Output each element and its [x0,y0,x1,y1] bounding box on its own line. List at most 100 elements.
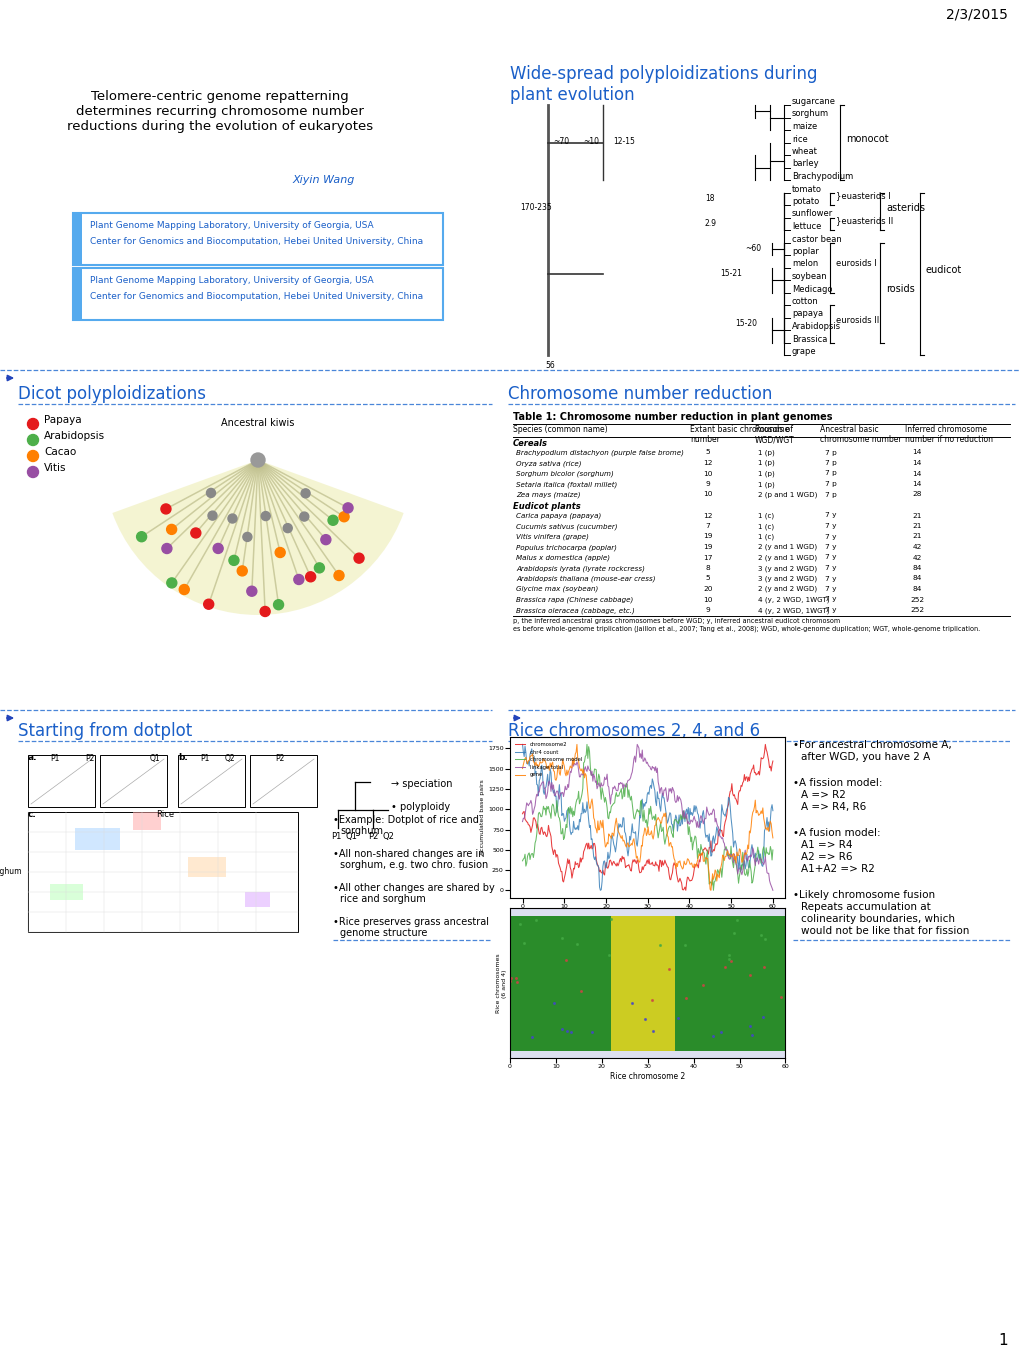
Text: eurosids II: eurosids II [836,316,878,325]
Point [752,923,768,945]
Text: 20: 20 [702,586,712,592]
Text: 1 (c): 1 (c) [757,513,773,520]
Text: colinearity boundaries, which: colinearity boundaries, which [800,914,954,923]
Text: Q1: Q1 [150,753,160,763]
Text: 7 y: 7 y [824,564,836,571]
Circle shape [321,534,330,544]
Line: chromosome model: chromosome model [522,744,772,891]
Text: 1 (c): 1 (c) [757,524,773,529]
chr4 count [669,809,682,826]
chromosome2 [758,736,770,752]
Text: 7 y: 7 y [824,544,836,549]
Point [729,908,745,930]
Bar [132,812,161,830]
Text: 21: 21 [911,533,921,540]
Circle shape [247,586,257,596]
Circle shape [28,450,39,461]
Text: A => R4, R6: A => R4, R6 [800,802,865,812]
Text: 7: 7 [705,524,709,529]
FancyBboxPatch shape [73,214,442,265]
Point [569,933,585,955]
gene [729,849,741,865]
Circle shape [137,532,147,541]
Circle shape [251,453,265,466]
chr4 count [594,883,606,899]
Point [741,1015,757,1036]
Text: rice: rice [791,135,807,144]
Point [754,1006,770,1028]
gene [664,839,677,855]
Text: •Likely chromosome fusion: •Likely chromosome fusion [792,889,934,900]
FancyBboxPatch shape [73,214,82,265]
Text: 7 y: 7 y [824,555,836,560]
Bar [250,755,317,806]
Text: Rounds of
WGD/WGT: Rounds of WGD/WGT [754,424,794,445]
Point [557,949,574,971]
Text: poplar: poplar [791,248,818,256]
chromosome model [744,864,756,880]
Text: monocot: monocot [845,135,888,144]
Text: Vitis: Vitis [44,462,66,473]
Text: potato: potato [791,197,818,205]
Text: Rice chromosomes 2, 4, and 6: Rice chromosomes 2, 4, and 6 [507,722,759,740]
Text: 21: 21 [911,524,921,529]
Text: 10: 10 [702,471,712,476]
linkage total [744,847,756,864]
Point [553,928,570,949]
Text: Q1: Q1 [344,832,357,840]
Line: chr4 count: chr4 count [522,744,772,891]
Point [573,979,589,1001]
Text: Starting from dotplot: Starting from dotplot [18,722,192,740]
Text: Arabidopsis: Arabidopsis [44,431,105,441]
Text: grape: grape [791,347,816,356]
Point [772,986,789,1008]
Text: 2.9: 2.9 [704,219,716,227]
Text: tomato: tomato [791,185,821,193]
Text: 12: 12 [702,513,712,518]
Point [694,974,710,996]
Text: soybean: soybean [791,272,826,282]
Circle shape [204,600,214,609]
Text: A1 => R4: A1 => R4 [800,840,852,850]
Text: ~60: ~60 [744,243,760,253]
Text: c.: c. [28,811,37,819]
Text: a.: a. [28,753,38,762]
Bar [187,857,226,877]
Text: 8: 8 [705,564,709,571]
Text: 3 (y and 2 WGD): 3 (y and 2 WGD) [757,564,816,571]
Wedge shape [112,460,404,615]
Text: Ancestral kiwis: Ancestral kiwis [221,418,294,428]
Text: Arabidopsis: Arabidopsis [791,322,841,330]
Point [524,1027,540,1049]
Text: •Example: Dotplot of rice and: •Example: Dotplot of rice and [332,815,478,826]
Bar [28,755,95,806]
chromosome2 [516,805,528,821]
Text: Papaya: Papaya [44,415,82,424]
Point [715,956,732,978]
Point [516,933,532,955]
Point [600,944,616,966]
Text: es before whole-genome triplication (Jaillon et al., 2007; Tang et al., 2008); W: es before whole-genome triplication (Jai… [513,626,979,632]
Text: Chromosome number reduction: Chromosome number reduction [507,385,771,403]
Circle shape [354,554,364,563]
Text: 7 y: 7 y [824,513,836,518]
Circle shape [306,571,315,582]
gene [766,830,779,846]
Text: 2 (y and 1 WGD): 2 (y and 1 WGD) [757,544,816,551]
chromosome model [669,813,682,830]
Text: genome structure: genome structure [339,928,427,938]
chromosome model [729,853,741,869]
Text: Brassica rapa (Chinese cabbage): Brassica rapa (Chinese cabbage) [516,597,633,602]
Text: P2: P2 [275,753,284,763]
Text: 252: 252 [909,597,923,602]
Text: Eudicot plants: Eudicot plants [513,502,580,511]
Point [644,1020,660,1042]
linkage total [665,779,678,796]
Text: Repeats accumulation at: Repeats accumulation at [800,902,930,913]
Text: Vitis vinifera (grape): Vitis vinifera (grape) [516,533,588,540]
Text: •All non-shared changes are in: •All non-shared changes are in [332,849,484,860]
gene [517,756,529,772]
chromosome2 [664,868,677,884]
linkage total [631,736,643,752]
Text: P2: P2 [368,832,378,840]
